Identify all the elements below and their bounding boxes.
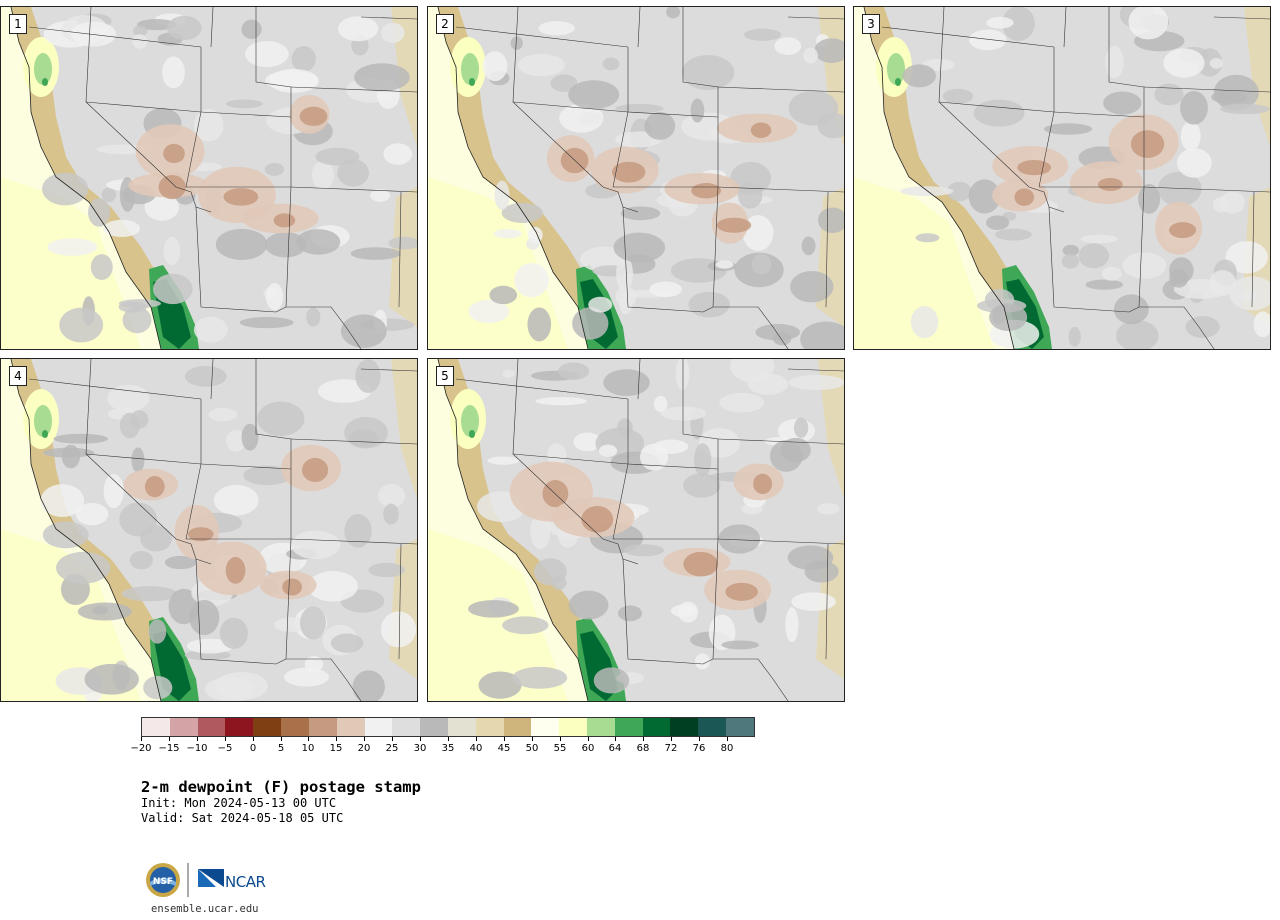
colorbar-tick-label: 10 [301, 743, 315, 754]
ncar-logo: NCAR [198, 869, 266, 891]
colorbar-tick [364, 737, 365, 741]
colorbar-tick-label: 30 [413, 743, 427, 754]
colorbar-tick [225, 737, 226, 741]
colorbar-swatch [142, 718, 170, 736]
init-time: Init: Mon 2024-05-13 00 UTC [141, 796, 337, 810]
map-panel: 1 [0, 6, 418, 350]
map-panel: 2 [427, 6, 845, 350]
map-panel: 4 [0, 358, 418, 702]
colorbar-swatch [447, 718, 476, 736]
colorbar-swatch [670, 718, 699, 736]
colorbar-tick-label: 64 [608, 743, 622, 754]
colorbar-swatch [253, 718, 282, 736]
colorbar-tick [727, 737, 728, 741]
colorbar-tick-label: −20 [130, 743, 152, 754]
colorbar-tick-label: 50 [525, 743, 539, 754]
map-panel: 5 [427, 358, 845, 702]
colorbar-tick [560, 737, 561, 741]
colorbar-swatch [392, 718, 421, 736]
colorbar-tick-label: 72 [664, 743, 678, 754]
colorbar-swatch [698, 718, 727, 736]
colorbar-tick [643, 737, 644, 741]
panel-number-label: 2 [436, 14, 454, 34]
colorbar-swatch [614, 718, 643, 736]
colorbar-tick [504, 737, 505, 741]
map-panel: 3 [853, 6, 1271, 350]
colorbar-tick [615, 737, 616, 741]
colorbar-swatch [559, 718, 587, 736]
colorbar-tick-label: −10 [186, 743, 208, 754]
colorbar-tick-label: 5 [277, 743, 285, 754]
colorbar-swatch [587, 718, 615, 736]
colorbar-tick [392, 737, 393, 741]
colorbar-tick [169, 737, 170, 741]
colorbar-tick-label: −15 [158, 743, 180, 754]
colorbar-tick-label: 15 [329, 743, 343, 754]
colorbar-swatch [475, 718, 504, 736]
svg-text:NSF: NSF [153, 877, 173, 887]
colorbar-tick-label: 25 [385, 743, 399, 754]
colorbar-tick [420, 737, 421, 741]
dewpoint-colorbar [141, 717, 755, 737]
colorbar-swatch [225, 718, 254, 736]
colorbar-tick-label: 55 [553, 743, 567, 754]
colorbar-tick-label: 20 [357, 743, 371, 754]
panel-number-label: 3 [862, 14, 880, 34]
colorbar-tick [476, 737, 477, 741]
colorbar-swatch [726, 718, 754, 736]
colorbar-tick [281, 737, 282, 741]
panel-number-label: 5 [436, 366, 454, 386]
colorbar-tick [308, 737, 309, 741]
colorbar-swatch [420, 718, 448, 736]
panel-number-label: 1 [9, 14, 27, 34]
colorbar-tick-label: 40 [469, 743, 483, 754]
colorbar-tick [532, 737, 533, 741]
colorbar-swatch [197, 718, 226, 736]
panel-number-label: 4 [9, 366, 27, 386]
colorbar-swatch [503, 718, 532, 736]
svg-text:NCAR: NCAR [225, 873, 265, 891]
colorbar-tick-label: 45 [497, 743, 511, 754]
logo-group: NSF NCAR [144, 860, 274, 902]
website-url: ensemble.ucar.edu [151, 903, 259, 915]
colorbar-ticks: −20 −15 −10 −5 0 5 10 15 20 25 30 35 40 45 50 55 60 64 68 7… [130, 737, 755, 757]
colorbar-tick [448, 737, 449, 741]
colorbar-tick-label: 60 [581, 743, 595, 754]
colorbar-tick-label: 35 [441, 743, 455, 754]
colorbar-tick [336, 737, 337, 741]
colorbar-tick [671, 737, 672, 741]
colorbar-swatch [281, 718, 309, 736]
colorbar-tick-label: 80 [720, 743, 734, 754]
colorbar-tick [197, 737, 198, 741]
colorbar-swatch [642, 718, 671, 736]
colorbar-tick [141, 737, 142, 741]
colorbar-tick-label: 0 [249, 743, 257, 754]
nsf-logo: NSF [146, 863, 180, 897]
colorbar-swatch [531, 718, 560, 736]
colorbar-tick [588, 737, 589, 741]
valid-time: Valid: Sat 2024-05-18 05 UTC [141, 811, 344, 825]
colorbar-swatch [169, 718, 198, 736]
colorbar-tick-label: −5 [217, 743, 233, 754]
colorbar-tick-label: 76 [692, 743, 706, 754]
colorbar-swatch [364, 718, 393, 736]
colorbar-tick-label: 68 [636, 743, 650, 754]
colorbar-tick [253, 737, 254, 741]
colorbar-swatch [308, 718, 337, 736]
page-title: 2-m dewpoint (F) postage stamp [141, 778, 421, 796]
colorbar-tick [699, 737, 700, 741]
colorbar-swatch [336, 718, 365, 736]
